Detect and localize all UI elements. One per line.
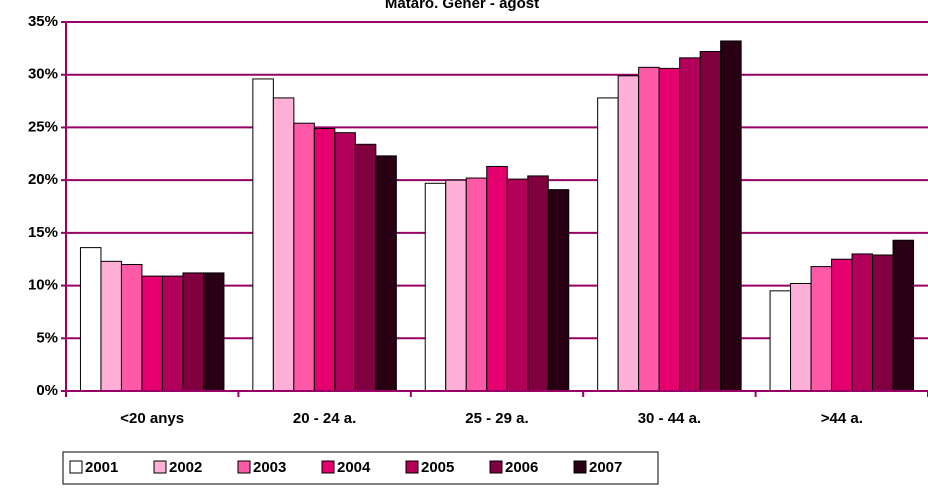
bar bbox=[79, 247, 102, 392]
bar bbox=[699, 51, 722, 392]
y-tick-label: 5% bbox=[36, 329, 58, 346]
legend-label: 2005 bbox=[421, 459, 454, 476]
bar bbox=[293, 122, 315, 392]
bar bbox=[354, 143, 377, 392]
bar bbox=[100, 260, 122, 392]
bar bbox=[597, 97, 619, 392]
bar bbox=[892, 239, 915, 392]
bar bbox=[617, 75, 640, 392]
y-tick-label: 25% bbox=[28, 118, 58, 135]
legend-swatch bbox=[237, 460, 251, 474]
bar bbox=[547, 189, 570, 392]
bar bbox=[720, 40, 742, 392]
bar bbox=[161, 275, 184, 392]
bar bbox=[486, 165, 508, 392]
bar bbox=[375, 155, 397, 392]
bar bbox=[465, 177, 488, 392]
y-tick-label: 20% bbox=[28, 171, 58, 188]
bar bbox=[445, 179, 467, 392]
bar bbox=[831, 258, 853, 392]
legend-label: 2001 bbox=[85, 459, 118, 476]
legend-label: 2002 bbox=[169, 459, 202, 476]
legend-label: 2007 bbox=[589, 459, 622, 476]
legend-swatch bbox=[153, 460, 167, 474]
bar bbox=[851, 253, 874, 392]
y-tick-label: 30% bbox=[28, 66, 58, 83]
x-tick-label: <20 anys bbox=[120, 410, 184, 427]
bar bbox=[334, 132, 356, 392]
y-tick-label: 15% bbox=[28, 224, 58, 241]
bar bbox=[202, 272, 225, 392]
x-tick-label: 25 - 29 a. bbox=[465, 410, 528, 427]
chart-title: Mataró. Gener - agost bbox=[385, 0, 539, 12]
bar bbox=[141, 275, 163, 392]
legend-label: 2006 bbox=[505, 459, 538, 476]
x-tick-label: 30 - 44 a. bbox=[638, 410, 701, 427]
bar bbox=[638, 66, 660, 392]
bar bbox=[252, 78, 274, 392]
bar bbox=[120, 263, 143, 392]
legend-swatch bbox=[321, 460, 335, 474]
bar bbox=[313, 127, 336, 392]
x-tick-label: >44 a. bbox=[821, 410, 863, 427]
x-tick-label: 20 - 24 a. bbox=[293, 410, 356, 427]
bar bbox=[506, 178, 529, 392]
legend-swatch bbox=[489, 460, 503, 474]
legend-swatch bbox=[405, 460, 419, 474]
bar bbox=[810, 266, 833, 392]
bar bbox=[872, 254, 894, 392]
y-tick-label: 10% bbox=[28, 277, 58, 294]
bar bbox=[527, 175, 549, 392]
legend-label: 2003 bbox=[253, 459, 286, 476]
bar bbox=[424, 182, 447, 392]
legend-label: 2004 bbox=[337, 459, 371, 476]
legend-swatch bbox=[573, 460, 587, 474]
y-tick-label: 0% bbox=[36, 382, 58, 399]
bar bbox=[182, 272, 204, 392]
bar bbox=[790, 282, 812, 392]
y-tick-label: 35% bbox=[28, 13, 58, 30]
legend-swatch bbox=[69, 460, 83, 474]
bar bbox=[769, 290, 792, 392]
bar bbox=[679, 57, 701, 392]
bar bbox=[272, 97, 295, 392]
bar bbox=[658, 67, 681, 392]
